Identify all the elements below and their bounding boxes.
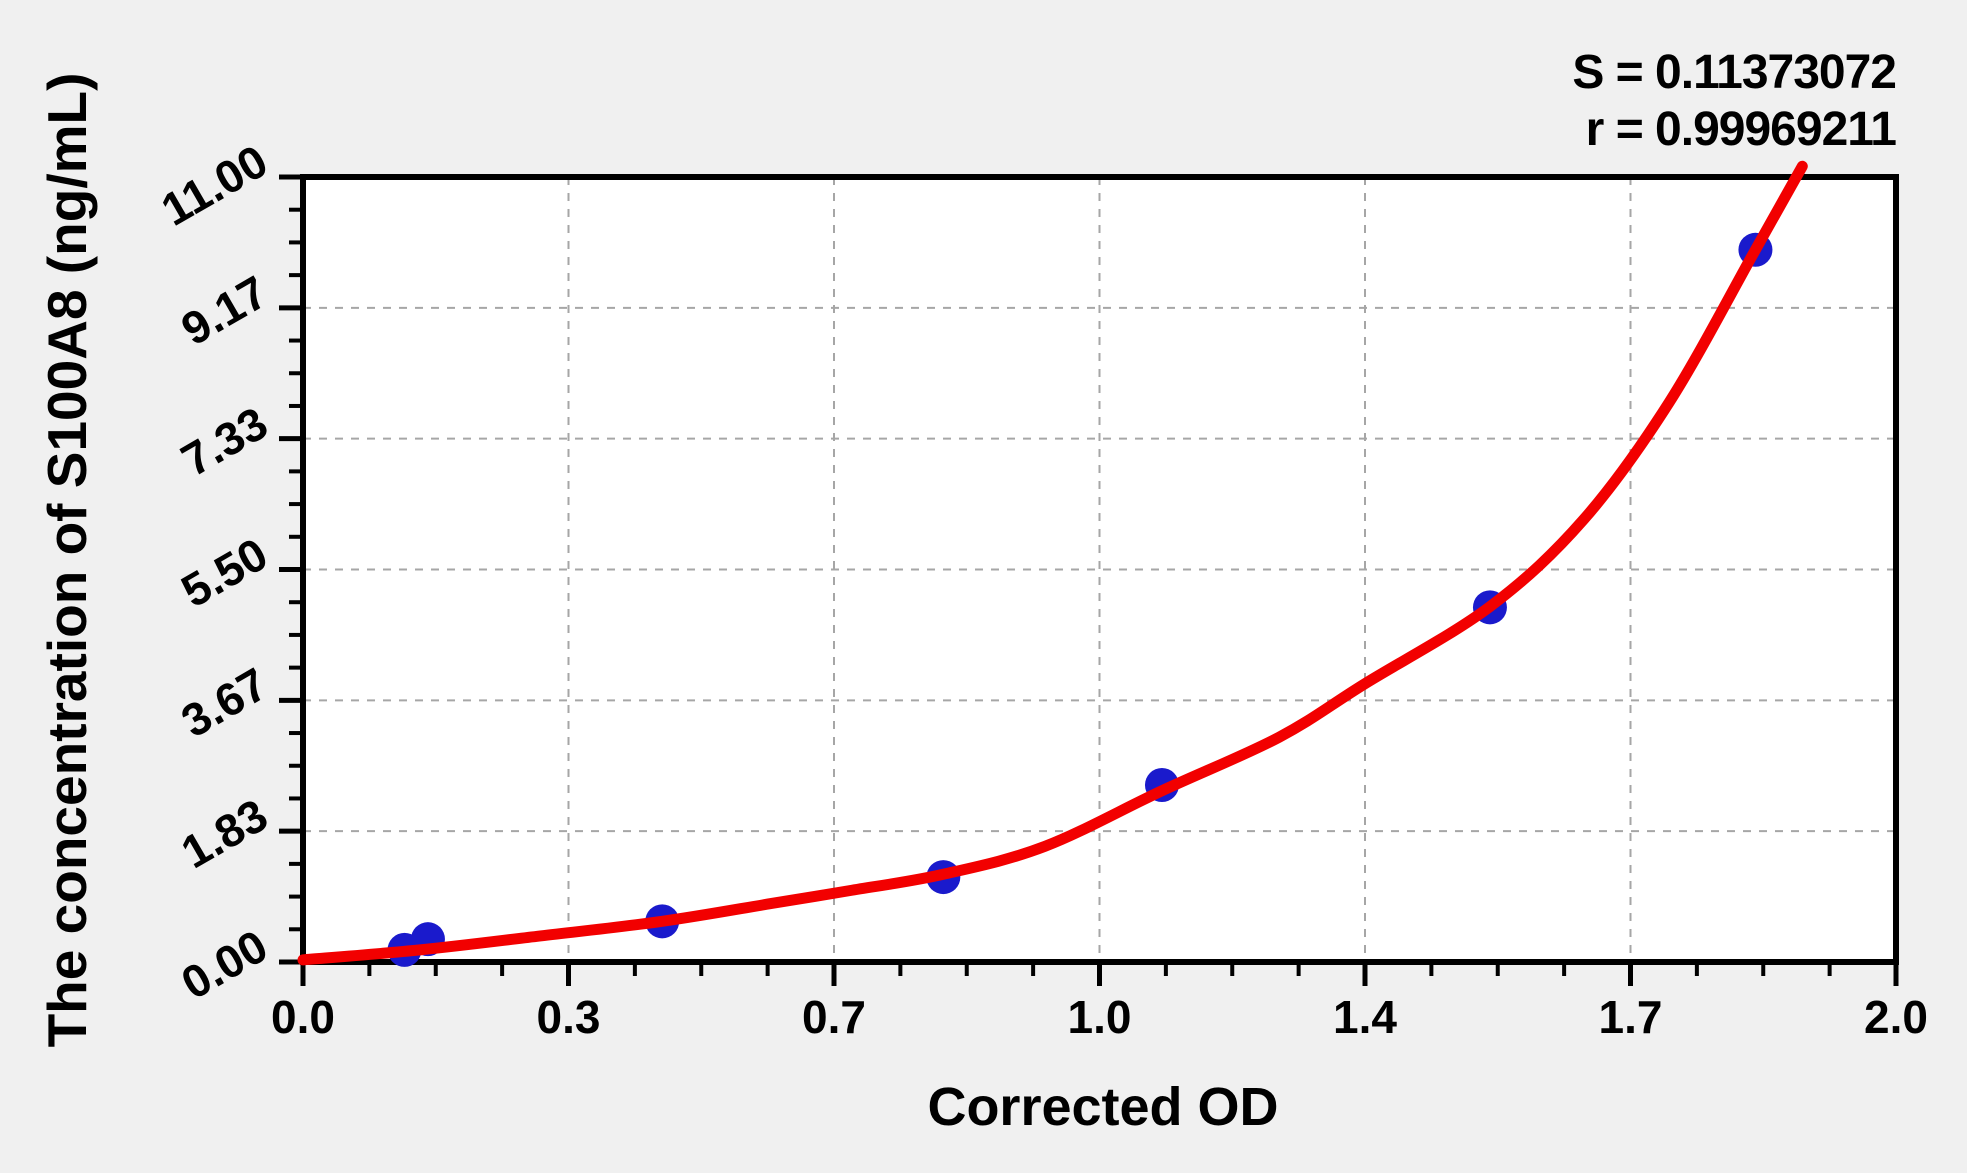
x-tick-label: 0.7 — [802, 991, 866, 1043]
x-tick-label: 1.0 — [1067, 991, 1132, 1043]
fit-r-value: r = 0.99969211 — [1585, 103, 1897, 156]
x-tick-label: 0.0 — [271, 991, 335, 1043]
x-tick-label: 2.0 — [1864, 991, 1928, 1043]
axis-box — [300, 174, 1899, 965]
fit-curve — [297, 160, 1808, 966]
x-tick-label: 0.3 — [536, 991, 601, 1043]
x-tick-label: 1.7 — [1598, 991, 1663, 1043]
fit-statistics: S = 0.11373072 r = 0.99969211 — [1572, 44, 1897, 158]
fit-s-value: S = 0.11373072 — [1572, 46, 1897, 99]
x-tick-label: 1.4 — [1333, 991, 1397, 1043]
x-axis-title: Corrected OD — [927, 1077, 1279, 1137]
